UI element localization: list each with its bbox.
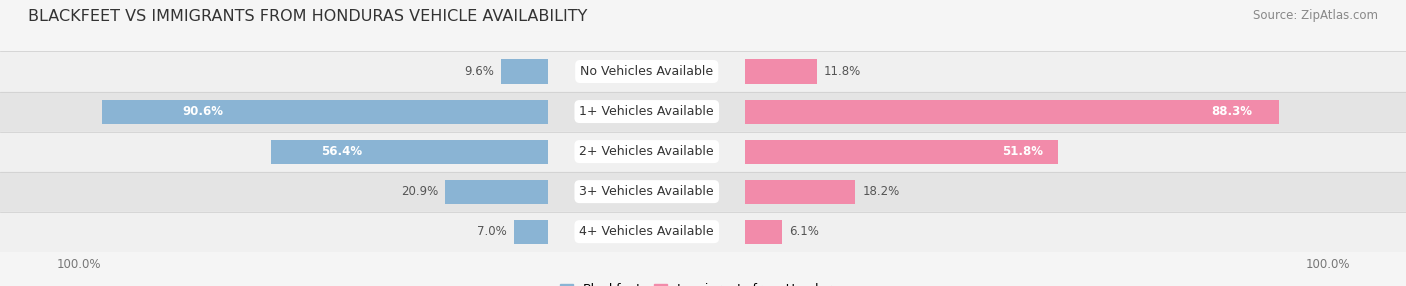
Bar: [271, 140, 548, 164]
Bar: [446, 180, 548, 204]
Bar: [0, 51, 1406, 92]
Text: 3+ Vehicles Available: 3+ Vehicles Available: [579, 185, 714, 198]
Text: 100.0%: 100.0%: [1305, 258, 1350, 271]
Text: 100.0%: 100.0%: [56, 258, 101, 271]
Bar: [0, 172, 1406, 212]
Text: 88.3%: 88.3%: [1212, 105, 1253, 118]
Bar: [0, 132, 1406, 172]
Text: 51.8%: 51.8%: [1001, 145, 1043, 158]
Text: 2+ Vehicles Available: 2+ Vehicles Available: [579, 145, 714, 158]
Bar: [103, 100, 548, 124]
Text: 4+ Vehicles Available: 4+ Vehicles Available: [579, 225, 714, 238]
Text: 1+ Vehicles Available: 1+ Vehicles Available: [579, 105, 714, 118]
Bar: [745, 100, 1279, 124]
Text: 56.4%: 56.4%: [321, 145, 361, 158]
Bar: [0, 92, 1406, 132]
Text: 11.8%: 11.8%: [824, 65, 860, 78]
Text: BLACKFEET VS IMMIGRANTS FROM HONDURAS VEHICLE AVAILABILITY: BLACKFEET VS IMMIGRANTS FROM HONDURAS VE…: [28, 9, 588, 23]
Text: 18.2%: 18.2%: [862, 185, 900, 198]
Text: 7.0%: 7.0%: [477, 225, 508, 238]
Text: 9.6%: 9.6%: [464, 65, 494, 78]
Bar: [745, 59, 817, 84]
Bar: [745, 220, 782, 244]
Text: 6.1%: 6.1%: [789, 225, 818, 238]
Text: 90.6%: 90.6%: [183, 105, 224, 118]
Text: 20.9%: 20.9%: [401, 185, 439, 198]
Bar: [0, 212, 1406, 252]
Bar: [515, 220, 548, 244]
Bar: [745, 180, 855, 204]
Bar: [745, 140, 1059, 164]
Bar: [501, 59, 548, 84]
Text: Source: ZipAtlas.com: Source: ZipAtlas.com: [1253, 9, 1378, 21]
Text: No Vehicles Available: No Vehicles Available: [581, 65, 713, 78]
Legend: Blackfeet, Immigrants from Honduras: Blackfeet, Immigrants from Honduras: [555, 279, 851, 286]
